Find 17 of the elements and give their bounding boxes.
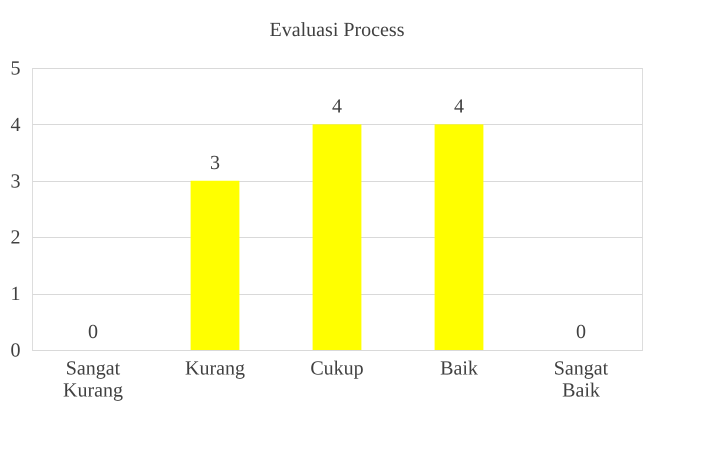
chart-title: Evaluasi Process bbox=[270, 19, 405, 41]
data-label: 0 bbox=[88, 321, 98, 343]
y-tick-label: 1 bbox=[10, 283, 20, 306]
data-label: 4 bbox=[332, 95, 342, 118]
x-tick-label: Sangat Kurang bbox=[63, 358, 123, 402]
data-label: 3 bbox=[210, 152, 220, 174]
y-tick-label: 2 bbox=[10, 226, 20, 249]
data-label: 0 bbox=[576, 321, 586, 343]
x-tick-label: Cukup bbox=[310, 358, 364, 380]
x-tick-label: Baik bbox=[440, 358, 478, 380]
y-tick-label: 0 bbox=[10, 340, 20, 362]
y-tick-label: 5 bbox=[10, 58, 20, 80]
data-label: 4 bbox=[454, 95, 464, 118]
y-tick-label: 4 bbox=[10, 114, 20, 136]
x-tick-label: Sangat Baik bbox=[554, 358, 609, 402]
x-tick-label: Kurang bbox=[185, 358, 245, 380]
y-tick-label: 3 bbox=[10, 170, 20, 192]
